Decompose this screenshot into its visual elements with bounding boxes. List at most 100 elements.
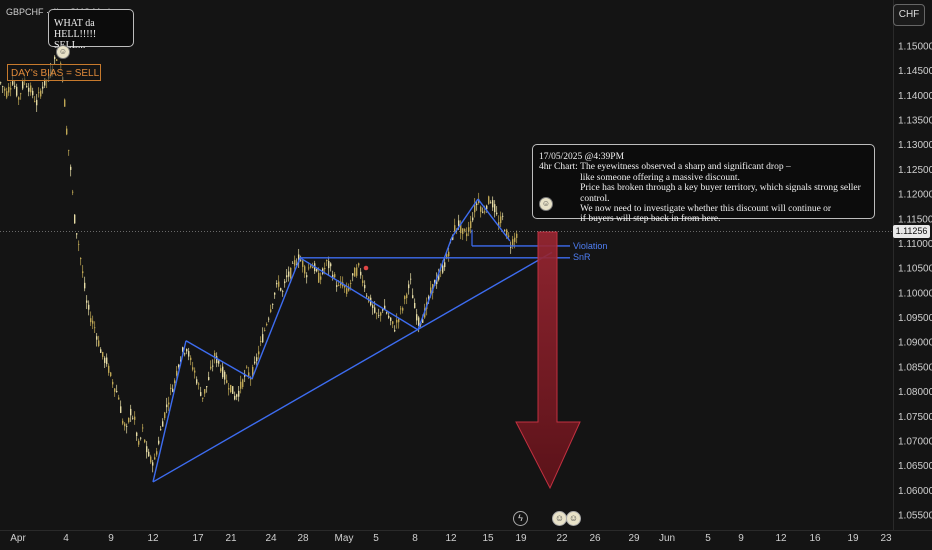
candle-body [500,216,502,224]
price-tick-label: 1.11000 [898,239,932,250]
candle-body [130,408,132,416]
candle-body [514,237,516,242]
candle-body [388,315,390,318]
candle-body [394,330,396,332]
candle-body [390,317,392,321]
trendline [417,236,453,331]
candle-body [164,412,166,419]
candle-body [150,456,152,463]
candle-body [194,370,196,373]
candle-body [386,312,388,314]
candle-body [190,357,192,361]
lightning-icon[interactable]: ϟ [513,511,528,526]
candle-body [306,275,308,278]
price-axis[interactable]: 1.15000 1.14500 1.14000 1.13500 1.13000 1.125… [898,42,932,522]
time-tick-label: 8 [412,533,418,544]
candle-body [18,97,20,100]
candle-body [86,300,88,303]
candle-body [470,221,472,228]
candle-body [116,390,118,393]
candle-body [42,86,44,89]
trendline [152,251,553,483]
candle-body [182,347,184,352]
price-tick-label: 1.14500 [898,66,932,77]
candle-body [308,267,310,269]
price-tick-label: 1.14000 [898,91,932,102]
time-tick-label: 19 [847,533,859,544]
candle-body [262,334,264,343]
candle-body [72,191,74,193]
candle-body [56,59,58,61]
candle-body [102,352,104,357]
candle-body [32,90,34,96]
candle-body [78,244,80,245]
time-tick-label: 5 [373,533,379,544]
price-tick-label: 1.06000 [898,486,932,497]
avatar-icon[interactable]: ☺ [566,511,581,526]
candle-body [176,370,178,376]
candle-body [376,312,378,314]
price-tick-label: 1.08000 [898,387,932,398]
candle-body [280,288,282,291]
analysis-label: 4hr Chart: [539,162,581,173]
candle-body [210,366,212,369]
candle-body [160,429,162,431]
time-tick-label: 15 [482,533,494,544]
candle-body [0,82,2,84]
candle-body [112,381,114,385]
candle-body [40,90,42,97]
candle-body [100,349,102,353]
time-tick-label: 22 [556,533,568,544]
candle-body [196,379,198,384]
candle-body [418,317,420,326]
candle-body [290,267,292,279]
candle-body [408,284,410,289]
candle-body [64,99,66,107]
candle-body [354,267,356,277]
candle-body [300,260,302,262]
time-tick-label: 26 [589,533,601,544]
candle-body [204,389,206,394]
candle-body [320,276,322,280]
candle-body [22,81,24,89]
candle-body [358,263,360,266]
candle-body [14,85,16,88]
analysis-callout: 17/05/2025 @4:39PM 4hr Chart: The eyewit… [532,144,875,224]
candle-body [464,229,466,231]
candle-body [134,416,136,420]
candle-body [482,211,484,213]
signal-marker [363,265,369,271]
candle-body [234,395,236,400]
candle-body [36,99,38,106]
candle-body [84,282,86,289]
candle-body [352,273,354,276]
time-tick-label: May [335,533,354,544]
candle-body [460,223,462,233]
candle-body [252,366,254,378]
candle-body [70,166,72,170]
candle-body [466,233,468,237]
candlestick-series [0,41,518,473]
time-tick-label: 12 [445,533,457,544]
candle-body [512,239,514,247]
analysis-line: like someone offering a massive discount… [580,172,740,183]
candle-body [158,440,160,444]
price-tick-label: 1.08500 [898,362,932,373]
candle-body [94,327,96,329]
candle-body [362,280,364,283]
candle-body [92,320,94,324]
candle-body [498,222,500,227]
candle-body [380,312,382,316]
time-tick-label: Jun [659,533,675,544]
time-axis[interactable]: Apr 4 9 12 17 21 24 28 May 5 8 12 15 19 22 26 29 Jun 5 9 12 1… [10,533,892,544]
candle-body [260,341,262,342]
candle-body [34,101,36,103]
candle-body [462,228,464,235]
candle-body [312,266,314,269]
avatar-icon[interactable]: ☺ [552,511,567,526]
candle-body [270,309,272,312]
candle-body [516,233,518,238]
price-tick-label: 1.07000 [898,436,932,447]
currency-button[interactable]: CHF [893,4,925,26]
